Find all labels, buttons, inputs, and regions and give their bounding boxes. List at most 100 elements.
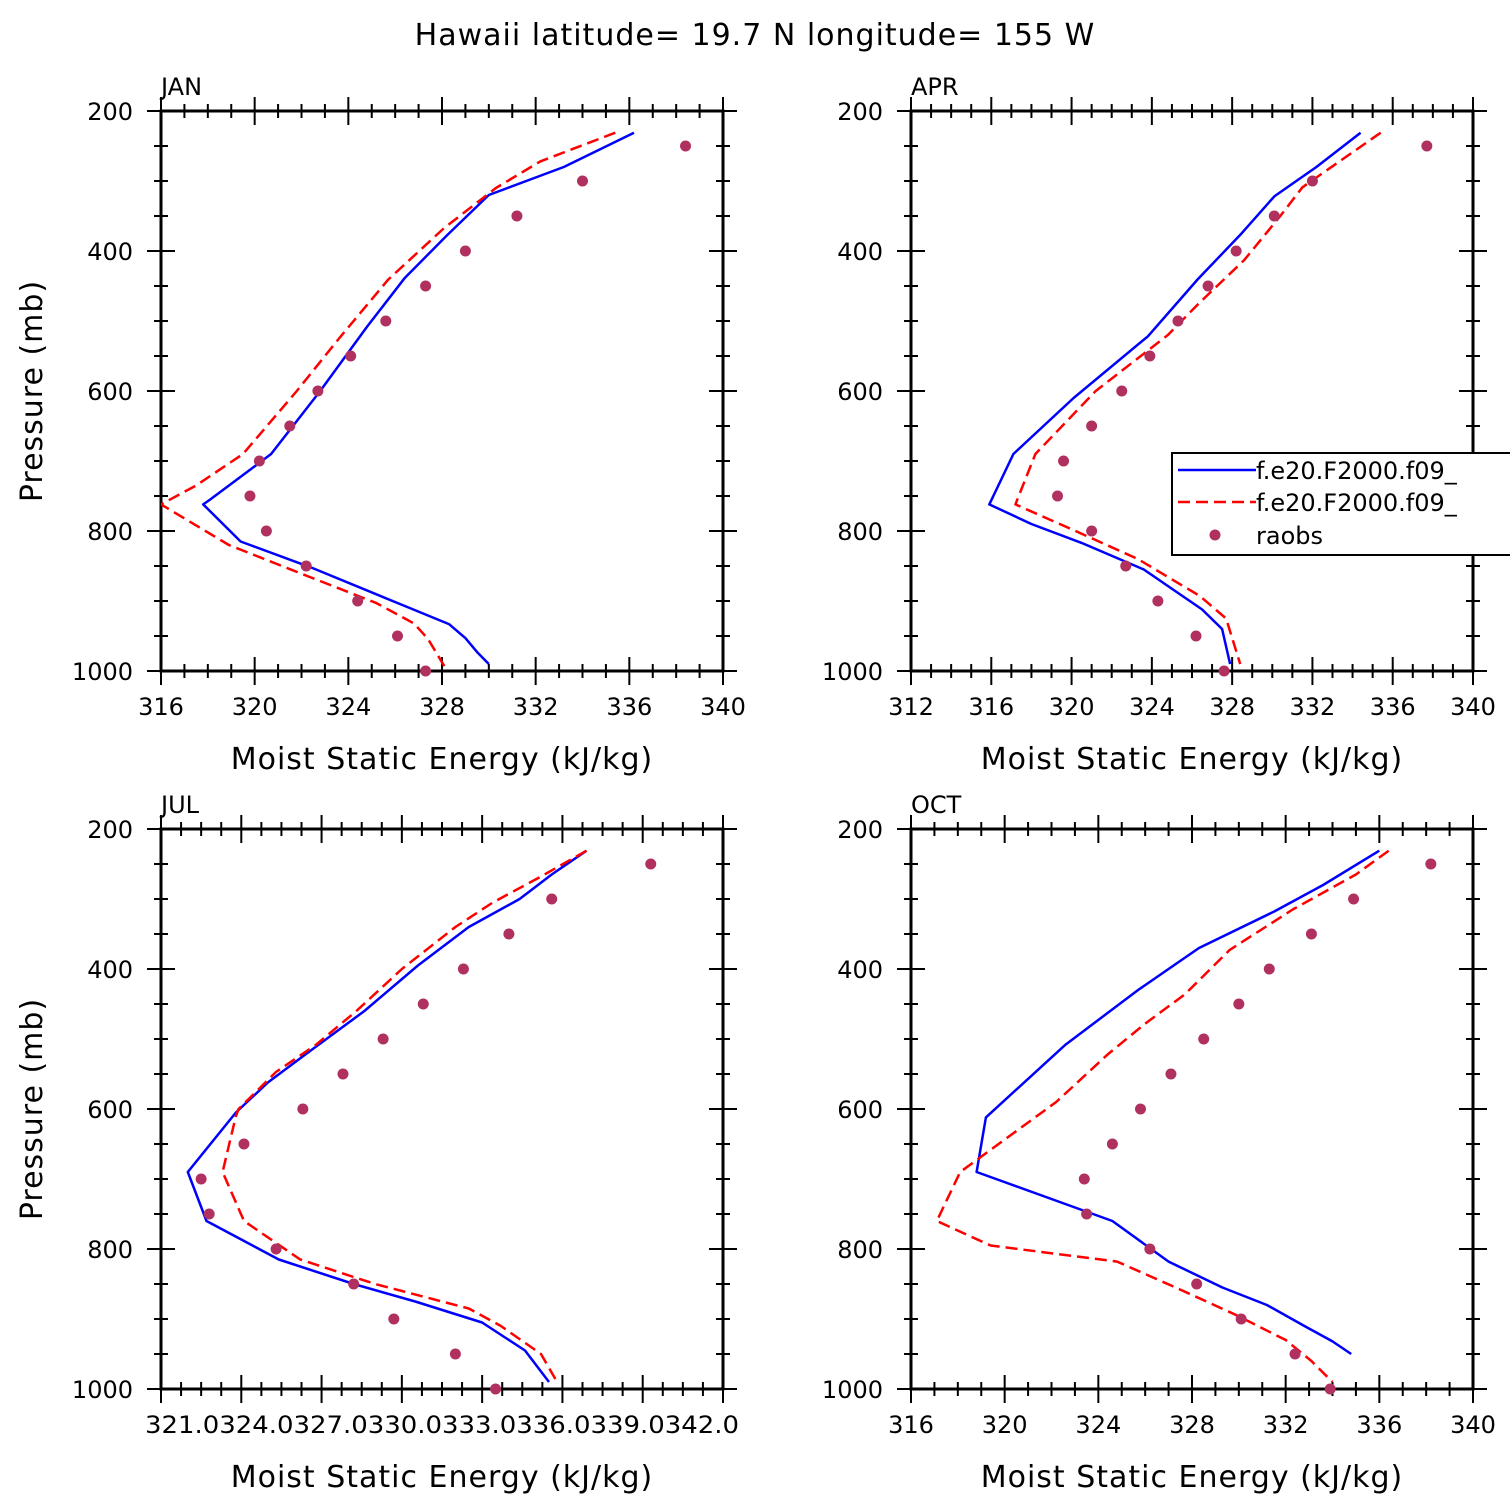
raobs-point [195, 1173, 207, 1185]
raobs-point [1198, 1033, 1210, 1045]
raobs-point [1190, 630, 1202, 642]
raobs-point [1086, 525, 1098, 537]
raobs-point [1425, 858, 1437, 870]
raobs-point [380, 315, 392, 327]
raobs-point [1086, 420, 1098, 432]
y-tick-label: 200 [837, 816, 883, 844]
x-tick-label: 328 [1169, 1411, 1215, 1439]
legend-label: f.e20.F2000.f09_ [1256, 457, 1458, 485]
x-tick-labels: 321.0324.0327.0330.0333.0336.0339.0342.0 [145, 1411, 739, 1439]
y-tick-label: 1000 [822, 658, 883, 686]
raobs-point [1263, 963, 1275, 975]
raobs-point [1233, 998, 1245, 1010]
raobs-point [503, 928, 515, 940]
y-tick-label: 600 [837, 1096, 883, 1124]
x-tick-label: 328 [419, 693, 465, 721]
panel-label: JAN [159, 73, 202, 101]
series-raobs [195, 858, 657, 1395]
x-tick-label: 336 [606, 693, 652, 721]
raobs-point [1218, 665, 1230, 677]
raobs-point [1152, 595, 1164, 607]
legend-label: raobs [1256, 522, 1323, 550]
x-tick-label: 340 [700, 693, 746, 721]
y-tick-label: 800 [87, 1236, 133, 1264]
x-tick-label: 328 [1209, 693, 1255, 721]
raobs-point [392, 630, 404, 642]
x-tick-label: 312 [888, 693, 934, 721]
figure-title: Hawaii latitude= 19.7 N longitude= 155 W [415, 18, 1096, 53]
y-tick-label: 200 [87, 98, 133, 126]
y-tick-label: 400 [837, 956, 883, 984]
raobs-point [1172, 315, 1184, 327]
x-axis-title: Moist Static Energy (kJ/kg) [231, 1460, 654, 1495]
series-raobs [1078, 858, 1437, 1395]
y-tick-label: 600 [87, 378, 133, 406]
raobs-point [1289, 1348, 1301, 1360]
x-tick-label: 324 [1129, 693, 1175, 721]
x-tick-label: 332 [1263, 1411, 1309, 1439]
legend-label: f.e20.F2000.f09_ [1256, 489, 1458, 517]
panel-label: OCT [911, 791, 962, 819]
x-axis-title: Moist Static Energy (kJ/kg) [981, 742, 1404, 777]
y-tick-label: 1000 [72, 658, 133, 686]
x-tick-label: 320 [1049, 693, 1095, 721]
series-raobs [244, 140, 692, 677]
x-tick-label: 336 [1356, 1411, 1402, 1439]
series-line-solid [201, 131, 635, 665]
y-tick-label: 1000 [822, 1376, 883, 1404]
panel-jul: JUL 200 400 600 800 1000 321.0324.0327.0330.03… [15, 791, 739, 1495]
series-line-solid [975, 849, 1380, 1356]
y-tick-label: 400 [837, 238, 883, 266]
raobs-point [1348, 893, 1360, 905]
raobs-point [238, 1138, 250, 1150]
x-axis-title: Moist Static Energy (kJ/kg) [981, 1460, 1404, 1495]
x-tick-label: 332 [1290, 693, 1336, 721]
raobs-point [348, 1278, 360, 1290]
x-tick-label: 320 [232, 693, 278, 721]
raobs-point [352, 595, 364, 607]
y-axis-title: Pressure (mb) [15, 998, 50, 1220]
series-line-dashed [221, 849, 588, 1383]
raobs-point [203, 1208, 215, 1220]
raobs-point [1230, 245, 1242, 257]
raobs-point [1106, 1138, 1118, 1150]
raobs-point [253, 455, 265, 467]
panel-label: APR [911, 73, 959, 101]
y-tick-label: 600 [837, 378, 883, 406]
raobs-point [1144, 350, 1156, 362]
series-line-dashed [161, 131, 616, 667]
x-axis-title: Moist Static Energy (kJ/kg) [231, 742, 654, 777]
raobs-point [337, 1068, 349, 1080]
raobs-point [680, 140, 692, 152]
raobs-point [1268, 210, 1280, 222]
raobs-point [300, 560, 312, 572]
raobs-point [459, 245, 471, 257]
raobs-point [1305, 928, 1317, 940]
x-tick-label: 316 [138, 693, 184, 721]
x-tick-label: 316 [888, 1411, 934, 1439]
raobs-point [345, 350, 357, 362]
raobs-point [449, 1348, 461, 1360]
raobs-point [1052, 490, 1064, 502]
raobs-point [260, 525, 272, 537]
y-axis-title: Pressure (mb) [15, 280, 50, 502]
raobs-point [1144, 1243, 1156, 1255]
raobs-point [645, 858, 657, 870]
raobs-point [420, 280, 432, 292]
legend: f.e20.F2000.f09_ f.e20.F2000.f09_raobs [1171, 452, 1510, 556]
raobs-point [417, 998, 429, 1010]
x-tick-label: 332 [513, 693, 559, 721]
x-tick-label: 320 [982, 1411, 1028, 1439]
x-tick-label: 316 [968, 693, 1014, 721]
raobs-point [388, 1313, 400, 1325]
raobs-point [577, 175, 588, 187]
series-line-solid [988, 131, 1362, 665]
y-tick-label: 800 [87, 518, 133, 546]
panel-label: JUL [159, 791, 200, 819]
raobs-point [1120, 560, 1132, 572]
x-tick-label: 340 [1450, 693, 1496, 721]
raobs-point [1116, 385, 1128, 397]
series-line-dashed [1014, 131, 1382, 665]
